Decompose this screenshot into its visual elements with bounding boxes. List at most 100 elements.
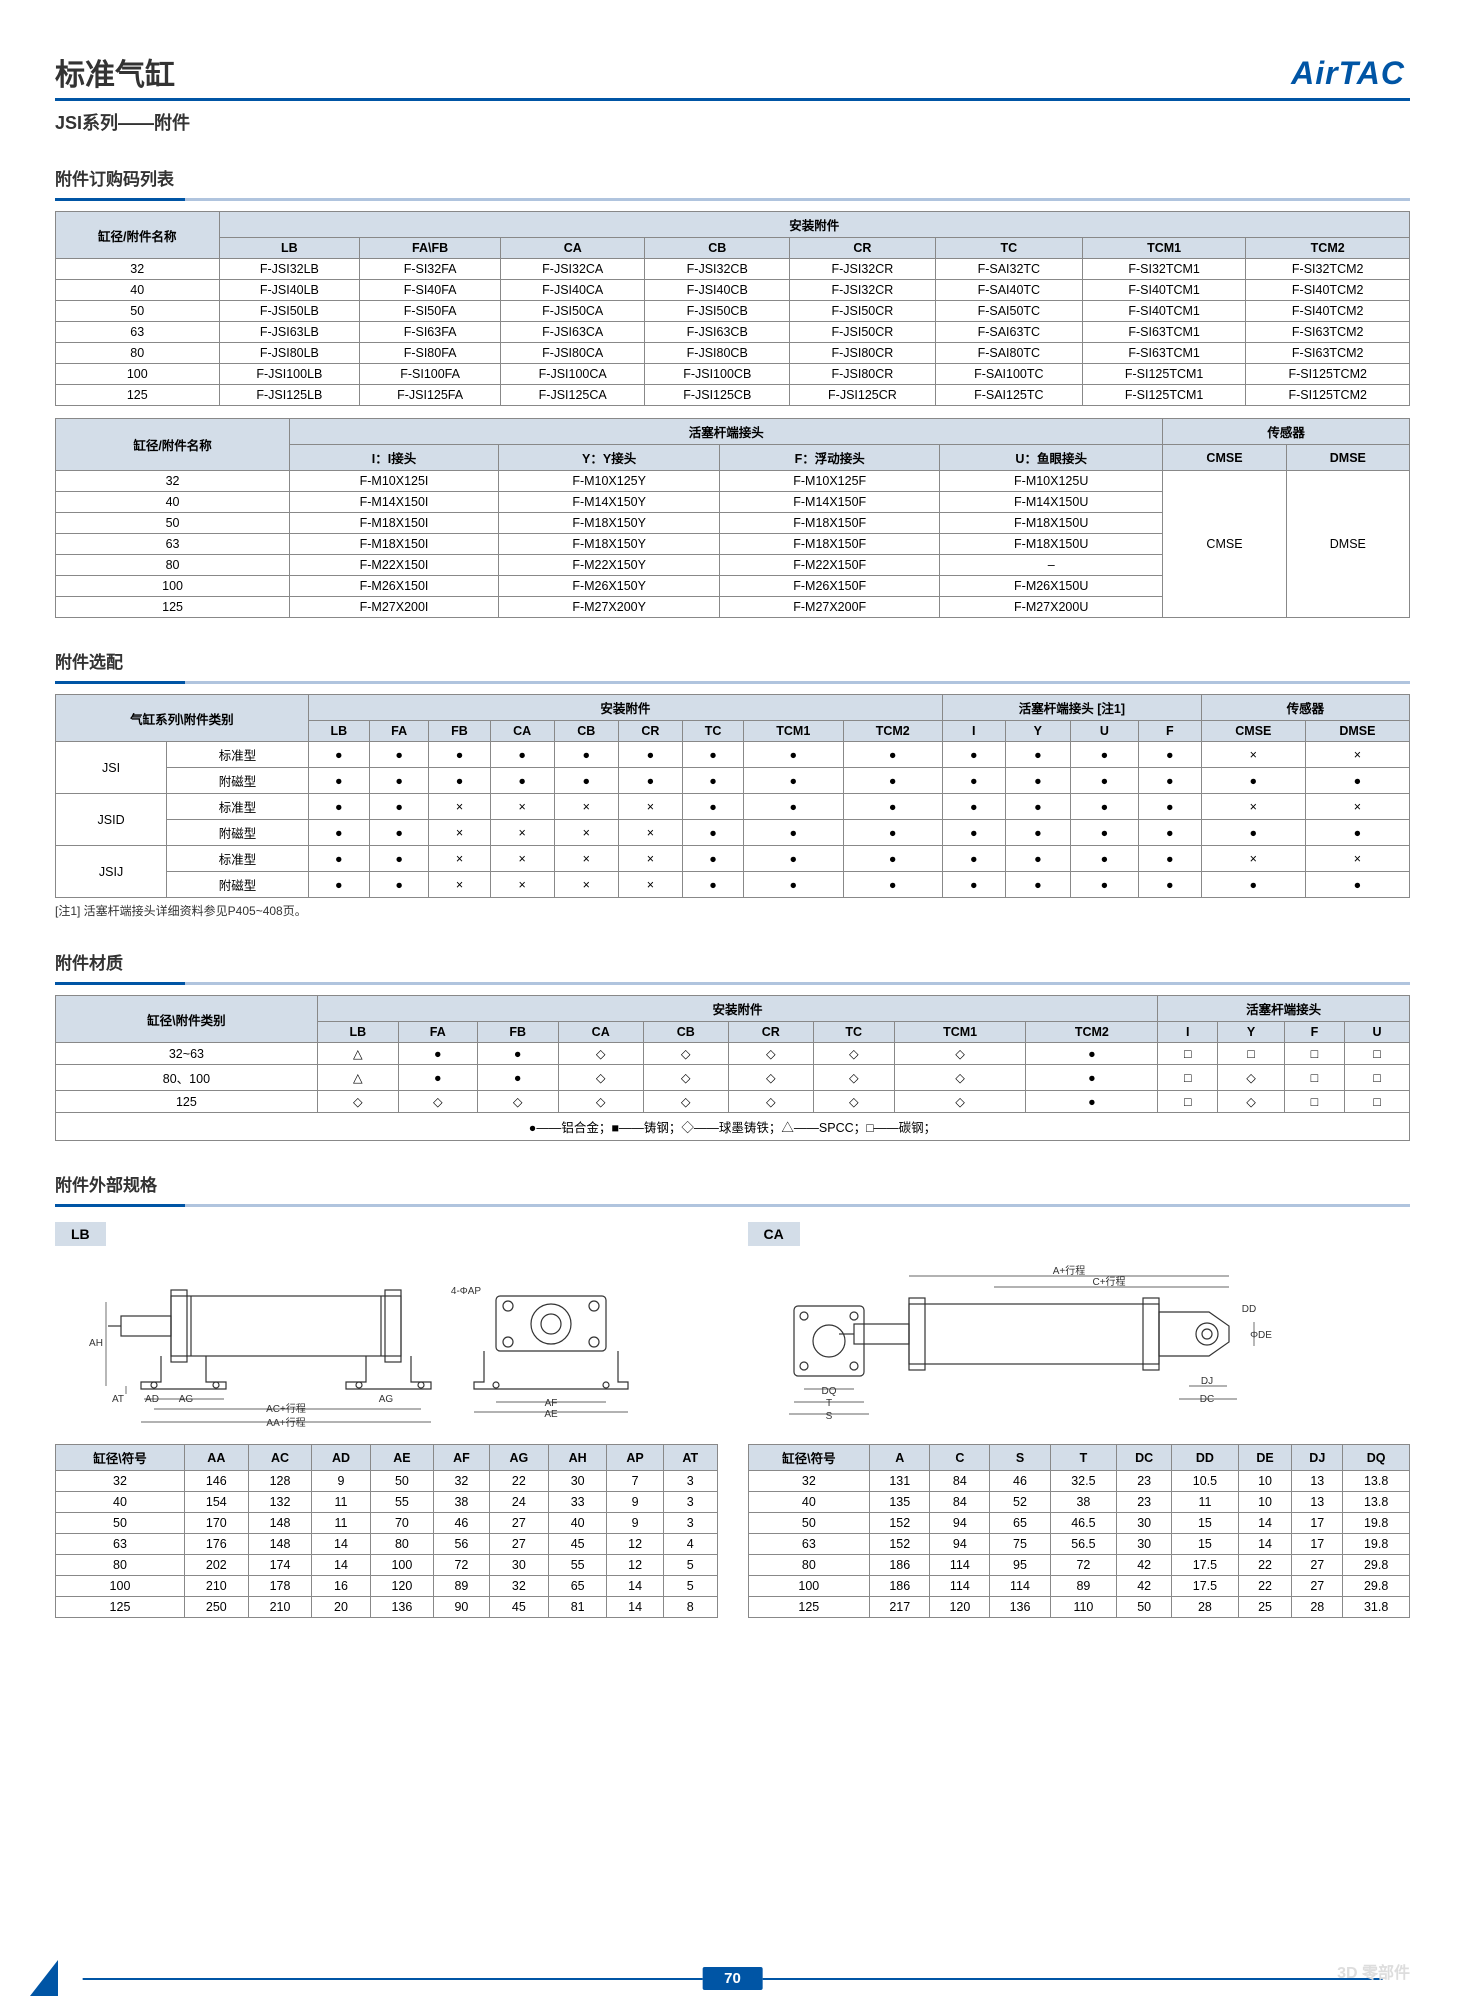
col-header: DQ: [1343, 1445, 1410, 1471]
cell: ×: [429, 794, 490, 820]
section3-underline: [55, 982, 1410, 985]
s3-group2: 活塞杆端接头: [1158, 996, 1410, 1022]
cell: 136: [370, 1597, 434, 1618]
cell: F-SAI32TC: [935, 259, 1082, 280]
cell: F-M27X200Y: [498, 597, 720, 618]
cell: 9: [607, 1492, 664, 1513]
cell: F-M18X150U: [940, 513, 1163, 534]
cell: ●: [1071, 742, 1139, 768]
cell: 17: [1292, 1534, 1343, 1555]
s2-group1: 安装附件: [308, 695, 942, 721]
cell: ●: [1138, 872, 1201, 898]
table-row: 100F-JSI100LBF-SI100FAF-JSI100CAF-JSI100…: [56, 364, 1410, 385]
col-header: A: [870, 1445, 930, 1471]
cell: □: [1284, 1065, 1344, 1091]
col-header: CB: [645, 238, 790, 259]
col-header: LB: [317, 1022, 398, 1043]
col-header: AT: [663, 1445, 717, 1471]
cell: ×: [429, 820, 490, 846]
cell: ●: [429, 742, 490, 768]
s2-group3: 传感器: [1201, 695, 1409, 721]
cell: JSID: [56, 794, 167, 846]
cell: 210: [184, 1576, 248, 1597]
cell: 186: [870, 1555, 930, 1576]
t2-group2: 传感器: [1163, 419, 1410, 445]
cell: 146: [184, 1471, 248, 1492]
brand-logo: AirTAC: [1291, 55, 1405, 92]
cell: 32.5: [1050, 1471, 1117, 1492]
sensor-cell: DMSE: [1286, 471, 1409, 618]
svg-text:DD: DD: [1242, 1304, 1256, 1315]
col-header: S: [990, 1445, 1050, 1471]
cell: ●: [369, 794, 429, 820]
cell: ●: [942, 794, 1005, 820]
cell: F-SAI50TC: [935, 301, 1082, 322]
cell: 13: [1292, 1492, 1343, 1513]
col-header: T: [1050, 1445, 1117, 1471]
cell: 32: [748, 1471, 870, 1492]
section2-note: [注1] 活塞杆端接头详细资料参见P405~408页。: [55, 902, 1410, 919]
cell: F-SAI63TC: [935, 322, 1082, 343]
cell: 250: [184, 1597, 248, 1618]
cell: F-JSI50CA: [500, 301, 645, 322]
table-row: 3214612895032223073: [56, 1471, 718, 1492]
lb-label: LB: [55, 1222, 106, 1246]
cell: 16: [312, 1576, 370, 1597]
selection-table: 气缸系列\附件类别 安装附件 活塞杆端接头 [注1] 传感器 LBFAFBCAC…: [55, 694, 1410, 898]
cell: 标准型: [167, 742, 309, 768]
cell: F-JSI32CA: [500, 259, 645, 280]
t1-rowhead: 缸径/附件名称: [56, 212, 220, 259]
cell: 40: [56, 492, 290, 513]
cell: 152: [870, 1534, 930, 1555]
cell: 128: [248, 1471, 312, 1492]
cell: ●: [308, 768, 369, 794]
cell: ●: [1201, 768, 1305, 794]
cell: 84: [930, 1492, 990, 1513]
cell: ×: [554, 794, 618, 820]
cell: F-JSI32CR: [790, 280, 936, 301]
cell: ●: [398, 1065, 477, 1091]
cell: F-JSI125CA: [500, 385, 645, 406]
cell: ●: [308, 742, 369, 768]
cell: 38: [434, 1492, 489, 1513]
table-row: 40154132115538243393: [56, 1492, 718, 1513]
cell: 40: [748, 1492, 870, 1513]
cell: ◇: [643, 1091, 728, 1113]
cell: 32: [489, 1576, 549, 1597]
cell: F-M10X125F: [720, 471, 940, 492]
cell: F-JSI100CA: [500, 364, 645, 385]
cell: ●: [1071, 872, 1139, 898]
cell: F-M26X150U: [940, 576, 1163, 597]
cell: 89: [1050, 1576, 1117, 1597]
cell: F-SI40FA: [360, 280, 501, 301]
cell: ●: [744, 846, 843, 872]
t2-rowhead: 缸径/附件名称: [56, 419, 290, 471]
cell: ×: [618, 820, 682, 846]
title-underline: [55, 98, 1410, 101]
cell: 30: [489, 1555, 549, 1576]
cell: 11: [1172, 1492, 1239, 1513]
cell: F-SI40TCM1: [1082, 301, 1246, 322]
col-header: U：鱼眼接头: [940, 445, 1163, 471]
cell: ×: [490, 872, 554, 898]
col-header: F: [1138, 721, 1201, 742]
cell: 32: [56, 471, 290, 492]
page-badge: 70: [82, 1967, 1383, 1990]
cell: □: [1284, 1043, 1344, 1065]
cell: 80: [748, 1555, 870, 1576]
cell: 75: [990, 1534, 1050, 1555]
cell: 95: [990, 1555, 1050, 1576]
cell: 31.8: [1343, 1597, 1410, 1618]
cell: F-SAI40TC: [935, 280, 1082, 301]
cell: 10: [1238, 1492, 1292, 1513]
cell: ●: [1005, 820, 1070, 846]
table-row: 32~63△●●◇◇◇◇◇●□□□□: [56, 1043, 1410, 1065]
cell: 132: [248, 1492, 312, 1513]
cell: ×: [1201, 794, 1305, 820]
cell: 22: [1238, 1576, 1292, 1597]
cell: ◇: [813, 1065, 894, 1091]
cell: F-JSI63CB: [645, 322, 790, 343]
svg-text:AH: AH: [89, 1338, 103, 1349]
cell: 52: [990, 1492, 1050, 1513]
cell: 标准型: [167, 794, 309, 820]
